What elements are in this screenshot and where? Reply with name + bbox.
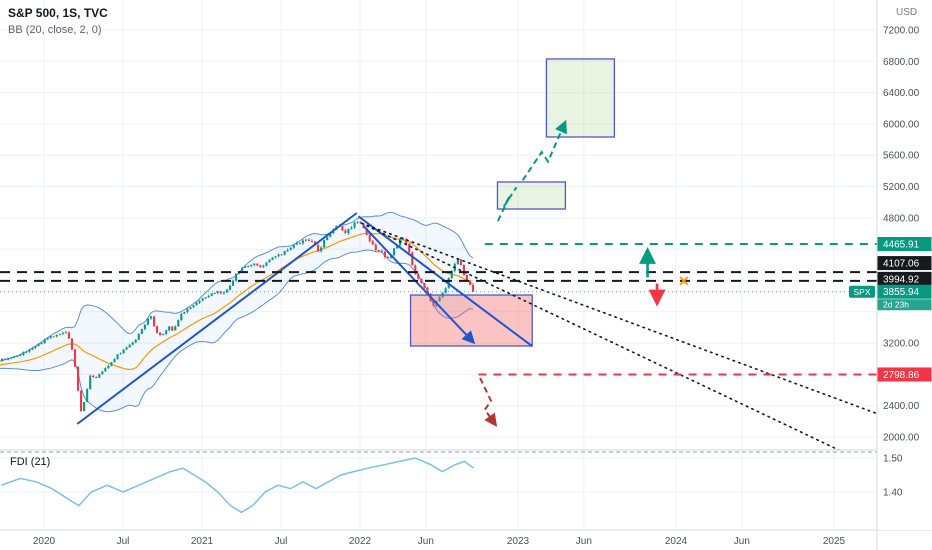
price-badge-3994.92[interactable]: 3994.92 (877, 271, 932, 286)
time-label: Jul (275, 536, 288, 547)
price-tick-label: 6400.00 (883, 88, 920, 99)
svg-text:2798.86: 2798.86 (883, 370, 920, 381)
time-label: Jun (418, 536, 434, 547)
dotted-projection-1[interactable] (360, 222, 877, 415)
price-tick-label: 3200.00 (883, 339, 920, 350)
time-label: Jun (734, 536, 750, 547)
time-label: 2020 (33, 536, 56, 547)
time-label: 2024 (665, 536, 688, 547)
fdi-indicator-label[interactable]: FDI (21) (10, 456, 51, 468)
price-badge-2798.86[interactable]: 2798.86 (877, 367, 932, 382)
symbol-title[interactable]: S&P 500, 1S, TVC (8, 6, 108, 20)
downtrend-arrow[interactable] (362, 225, 476, 345)
bull-path-1[interactable] (496, 186, 518, 222)
svg-text:4107.06: 4107.06 (883, 259, 920, 270)
time-label: Jun (576, 536, 592, 547)
bar-countdown: 2d 23h (883, 300, 909, 310)
time-label: Jul (117, 536, 130, 547)
price-badge-4107.06[interactable]: 4107.06 (877, 256, 932, 271)
bollinger-basis[interactable] (0, 232, 474, 371)
svg-text:SPX: SPX (853, 287, 870, 297)
time-axis[interactable]: 2020 Jul 2021 Jul 2022 Jun 2023 Jun 2024 Jun 2025 (0, 529, 932, 550)
price-axis[interactable]: 7200.00 6800.00 6400.00 6000.00 5600.00 5200.… (849, 0, 932, 550)
time-label: 2025 (823, 536, 846, 547)
price-tick-label: 5600.00 (883, 151, 920, 162)
main-pane[interactable]: ✕ (0, 58, 877, 452)
indicator-legend-bb[interactable]: BB (20, close, 2, 0) (8, 24, 102, 36)
price-badge-3855.94[interactable]: 3855.94 SPX 2d 23h (849, 284, 932, 311)
price-tick-label: 6800.00 (883, 57, 920, 68)
fdi-series[interactable] (1, 457, 475, 514)
uptrend-line[interactable] (76, 212, 358, 425)
x-marker[interactable]: ✕ (678, 273, 690, 289)
price-tick-label: 7200.00 (883, 26, 920, 37)
bear-path[interactable] (479, 377, 498, 427)
dotted-projection-2[interactable] (360, 222, 842, 451)
price-tick-label: 4800.00 (883, 213, 920, 224)
fdi-tick-label: 1.40 (883, 488, 903, 499)
bollinger-fill (0, 212, 473, 412)
price-tick-label: 2000.00 (883, 433, 920, 444)
grid (0, 0, 877, 530)
fdi-tick-label: 1.50 (883, 454, 903, 465)
target-box-small[interactable] (496, 181, 567, 210)
price-tick-label: 5200.00 (883, 182, 920, 193)
price-tick-label: 2400.00 (883, 401, 920, 412)
currency-label: USD (896, 7, 918, 18)
svg-text:3855.94: 3855.94 (883, 287, 920, 298)
risk-box[interactable] (409, 294, 533, 347)
price-tick-label: 6000.00 (883, 119, 920, 130)
time-label: 2021 (191, 536, 214, 547)
svg-text:4465.91: 4465.91 (883, 239, 920, 250)
time-label: 2023 (507, 536, 530, 547)
target-box-large[interactable] (545, 58, 616, 138)
price-badge-4465.91[interactable]: 4465.91 (877, 236, 932, 251)
symbol-tag: SPX (849, 285, 875, 298)
svg-text:3994.92: 3994.92 (883, 274, 920, 285)
time-label: 2022 (349, 536, 372, 547)
